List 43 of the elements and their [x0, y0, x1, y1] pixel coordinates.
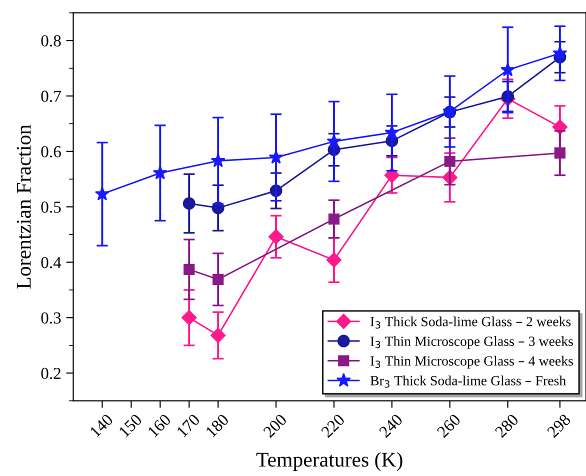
- point: [94, 186, 110, 200]
- point: [210, 153, 226, 168]
- legend-label: I$_{3}$ Thin Microscope Glass – 3 weeks: [370, 336, 573, 349]
- point: [552, 46, 568, 60]
- y-tick-label: 0.2: [41, 368, 61, 380]
- legend-label: I$_{3}$ Thin Microscope Glass – 4 weeks: [370, 356, 573, 368]
- y-tick-label: 0.8: [41, 35, 61, 47]
- legend-label: I$_{3}$ Thick Soda-lime Glass – 2 weeks: [370, 316, 571, 329]
- point: [182, 310, 197, 326]
- x-tick-label: 170: [176, 413, 200, 438]
- x-tick-label: 280: [494, 413, 520, 438]
- point: [326, 134, 342, 148]
- x-tick-label: 160: [147, 413, 172, 438]
- y-tick-label: 0.7: [41, 90, 61, 102]
- y-tick-label: 0.3: [41, 312, 61, 324]
- point: [326, 252, 342, 268]
- x-tick-label: 140: [89, 413, 114, 438]
- x-tick-label: 150: [118, 413, 143, 438]
- x-tick-label: 180: [205, 413, 230, 438]
- x-tick-label: 220: [320, 413, 346, 438]
- x-tick-label: 200: [262, 413, 288, 438]
- x-tick-label: 240: [378, 413, 404, 438]
- point: [384, 124, 400, 139]
- point: [182, 197, 196, 210]
- point: [184, 264, 195, 276]
- x-axis-title: Temperatures (K): [256, 452, 402, 471]
- point: [152, 165, 168, 180]
- point: [554, 148, 566, 159]
- point: [212, 274, 224, 285]
- point: [210, 328, 226, 343]
- point: [328, 213, 340, 225]
- x-tick-label: 298: [546, 413, 572, 438]
- y-tick-label: 0.4: [41, 256, 62, 268]
- y-tick-label: 0.6: [41, 146, 61, 158]
- point: [384, 168, 400, 183]
- point: [500, 62, 516, 76]
- point: [268, 150, 284, 164]
- x-tick-label: 260: [436, 413, 462, 438]
- y-axis-title: Lorentzian Fraction: [16, 124, 31, 289]
- y-tick-label: 0.5: [41, 202, 61, 213]
- point: [444, 156, 456, 167]
- point: [268, 229, 284, 244]
- legend-label: Br$_{3}$ Thick Soda-lime Glass – Fresh: [370, 376, 566, 388]
